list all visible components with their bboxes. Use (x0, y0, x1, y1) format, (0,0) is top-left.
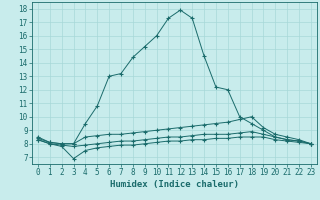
X-axis label: Humidex (Indice chaleur): Humidex (Indice chaleur) (110, 180, 239, 189)
